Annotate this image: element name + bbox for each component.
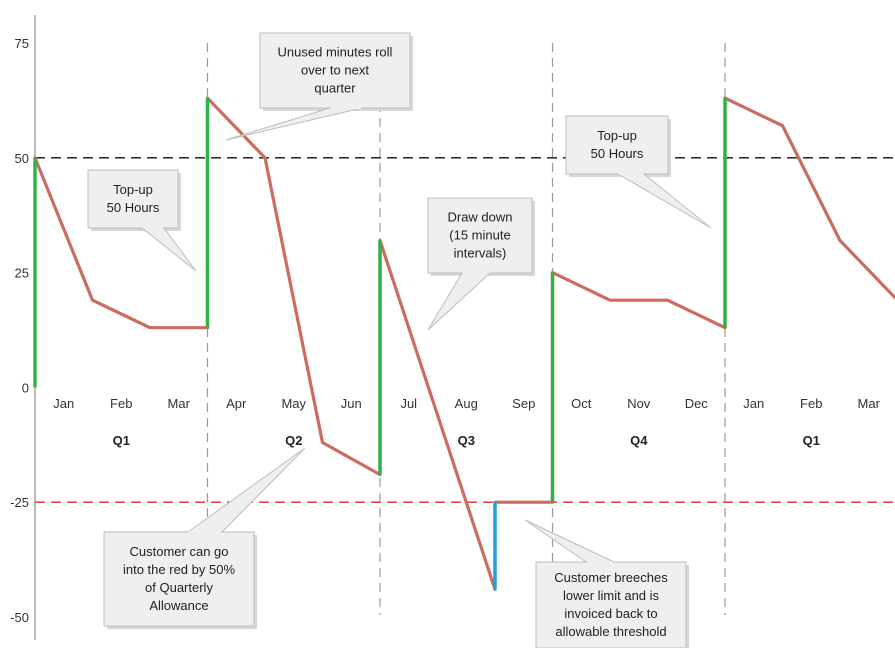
y-tick-label: -25 — [10, 495, 29, 510]
callout-text-line: Top-up — [113, 182, 153, 197]
callout-text-line: Allowance — [149, 598, 208, 613]
y-tick-label: -50 — [10, 610, 29, 625]
month-label: Feb — [800, 396, 822, 411]
month-label: Aug — [455, 396, 478, 411]
month-label: Jan — [743, 396, 764, 411]
callout-1: Unused minutes roll over to next quarter — [225, 32, 413, 141]
callout-box — [565, 115, 669, 175]
topup-segments — [33, 98, 727, 590]
callout-text-line: Top-up — [597, 128, 637, 143]
y-axis-ticks: 75 50 25 0 -25 -50 — [10, 36, 29, 625]
callouts: Unused minutes roll over to next quarter To… — [87, 32, 712, 648]
callout-text-line: allowable threshold — [555, 624, 666, 639]
month-label: Sep — [512, 396, 535, 411]
month-label: Mar — [168, 396, 191, 411]
callout-text-line: of Quarterly — [145, 580, 213, 595]
callout-text-line: intervals) — [454, 246, 507, 261]
callout-5: Customer can go into the red by 50% of Qua… — [103, 447, 306, 629]
callout-text-line: 50 Hours — [591, 146, 644, 161]
callout-6: Customer breeches lower limit and is invoi… — [524, 519, 689, 648]
callout-4: Top-up 50 Hours — [565, 115, 712, 229]
quarter-label: Q3 — [458, 433, 475, 448]
callout-pointer — [225, 107, 363, 141]
callout-pointer — [524, 519, 615, 563]
y-tick-label: 0 — [22, 380, 29, 395]
callout-text-line: quarter — [314, 81, 356, 96]
month-label: Nov — [627, 396, 651, 411]
callout-pointer — [140, 227, 197, 272]
callout-text-line: Unused minutes roll — [278, 45, 393, 60]
callout-text-line: 50 Hours — [107, 200, 160, 215]
y-tick-label: 50 — [15, 151, 29, 166]
callout-text-line: Customer breeches — [554, 570, 668, 585]
quarter-label: Q2 — [285, 433, 302, 448]
month-label: Jun — [341, 396, 362, 411]
callout-text-line: over to next — [301, 63, 369, 78]
month-label: May — [281, 396, 306, 411]
month-label: Oct — [571, 396, 592, 411]
month-label: Mar — [858, 396, 881, 411]
quarter-label: Q4 — [630, 433, 648, 448]
y-tick-label: 75 — [15, 36, 29, 51]
callout-3: Draw down (15 minute intervals) — [427, 197, 535, 331]
y-tick-label: 25 — [15, 266, 29, 281]
callout-text-line: into the red by 50% — [123, 562, 235, 577]
month-label: Jul — [400, 396, 417, 411]
month-label: Apr — [226, 396, 247, 411]
callout-text-line: Customer can go — [130, 544, 229, 559]
callout-text-line: lower limit and is — [563, 588, 660, 603]
callout-text-line: invoiced back to — [564, 606, 657, 621]
quarter-label: Q1 — [803, 433, 820, 448]
callout-2: Top-up 50 Hours — [87, 169, 197, 272]
quarter-labels: Q1 Q2 Q3 Q4 Q1 — [113, 433, 820, 448]
month-label: Dec — [685, 396, 709, 411]
callout-box — [259, 32, 411, 109]
callout-pointer — [616, 173, 712, 229]
callout-box — [87, 169, 179, 229]
month-label: Jan — [53, 396, 74, 411]
month-label: Feb — [110, 396, 132, 411]
month-labels: Jan Feb Mar Apr May Jun Jul Aug Sep Oct Nov Dec Jan F… — [53, 396, 880, 411]
callout-pointer — [186, 447, 306, 533]
callout-text-line: Draw down — [447, 210, 512, 225]
callout-pointer — [427, 272, 492, 331]
callout-text-line: (15 minute — [449, 228, 510, 243]
quarter-label: Q1 — [113, 433, 130, 448]
callout-box — [103, 531, 255, 627]
